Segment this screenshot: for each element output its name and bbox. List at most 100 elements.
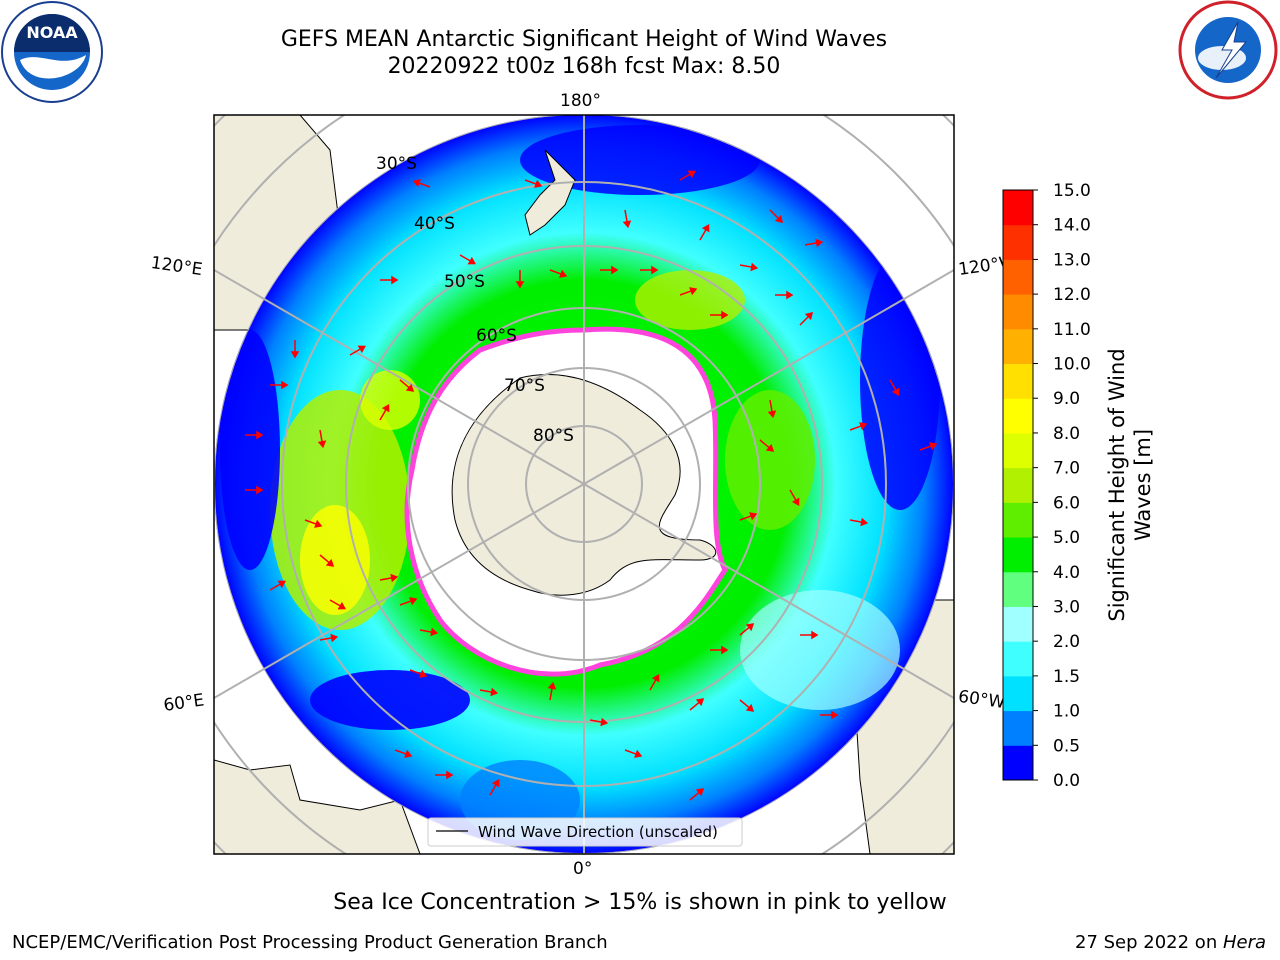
wave-arrow — [799, 311, 814, 326]
colorbar-tick-label: 8.0 — [1053, 424, 1080, 444]
wave-arrow — [515, 270, 525, 289]
wave-arrow — [547, 681, 557, 701]
wave-arrow — [767, 399, 777, 419]
colorbar-tick-label: 11.0 — [1053, 320, 1091, 340]
noaa-logo-text: NOAA — [26, 23, 78, 42]
colorbar-tick-label: 9.0 — [1053, 389, 1080, 409]
wave-arrow — [409, 669, 428, 678]
lon-label-top: 180° — [560, 91, 601, 111]
wave-arrow — [399, 597, 418, 606]
noaa-logo: NOAA — [1, 1, 103, 103]
wave-arrow — [600, 265, 619, 275]
map-title: GEFS MEAN Antarctic Significant Height o… — [280, 27, 888, 52]
wave-arrow — [319, 633, 339, 643]
colorbar-swatch — [1003, 606, 1033, 642]
wave-arrow — [775, 290, 794, 300]
colorbar-swatch — [1003, 537, 1033, 573]
wave-arrow — [679, 287, 698, 296]
colorbar-swatch — [1003, 571, 1033, 607]
colorbar-swatch — [1003, 190, 1033, 226]
colorbar-tick-label: 1.0 — [1053, 702, 1080, 722]
wave-arrow — [380, 275, 399, 285]
lon-label-lower-left: 60°E — [162, 690, 205, 715]
wave-arrow — [319, 554, 335, 567]
wave-arrow — [399, 379, 415, 392]
footer-date: 27 Sep 2022 on Hera — [1075, 932, 1266, 953]
wave-arrow — [710, 645, 729, 655]
wave-arrow — [739, 623, 755, 636]
latitude-labels: 30°S 40°S 50°S 60°S 70°S 80°S — [376, 154, 574, 446]
lon-label-upper-left: 120°E — [150, 253, 204, 280]
legend-label: Wind Wave Direction (unscaled) — [478, 823, 718, 841]
wave-arrow — [589, 717, 609, 727]
sea-ice-caption: Sea Ice Concentration > 15% is shown in … — [333, 890, 947, 915]
wave-arrow — [689, 698, 705, 711]
wave-arrow — [379, 404, 390, 421]
wave-arrow — [245, 485, 264, 495]
wave-arrow — [489, 779, 500, 796]
colorbar-tick-label: 14.0 — [1053, 216, 1091, 236]
wave-arrow — [549, 269, 568, 278]
map-panel: Wind Wave Direction (unscaled) 30°S 40°S… — [214, 115, 954, 854]
colorbar-swatch — [1003, 432, 1033, 469]
wave-arrow — [412, 179, 431, 188]
colorbar-tick-label: 7.0 — [1053, 459, 1080, 479]
wind-wave-arrows — [245, 170, 938, 801]
wave-arrow — [889, 379, 900, 396]
wave-arrow — [379, 573, 399, 583]
wave-arrow — [739, 699, 755, 712]
colorbar-swatch — [1003, 328, 1033, 365]
wave-arrow — [290, 340, 300, 359]
wave-arrow — [820, 710, 839, 720]
wave-arrow — [624, 749, 643, 758]
footer-date-text: 27 Sep 2022 on — [1075, 932, 1223, 953]
wave-arrow — [270, 380, 289, 390]
colorbar-swatch — [1003, 259, 1033, 295]
new-zealand-land — [524, 149, 576, 236]
colorbar-border — [1002, 189, 1034, 781]
colorbar-swatch — [1003, 710, 1033, 746]
colorbar-tick-label: 15.0 — [1053, 181, 1091, 201]
colorbar-tick-label: 0.5 — [1053, 736, 1080, 756]
colorbar-tick-label: 4.0 — [1053, 563, 1080, 583]
wave-arrow — [919, 442, 938, 451]
wave-arrow — [679, 170, 696, 181]
colorbar-label-line2: Waves [m] — [1131, 429, 1155, 541]
wave-arrow — [317, 429, 327, 449]
wave-arrow — [419, 627, 439, 637]
wave-arrow — [804, 238, 824, 248]
lat-label: 40°S — [414, 214, 455, 234]
lon-label-bottom: 0° — [573, 859, 592, 879]
footer-host: Hera — [1222, 932, 1266, 953]
wave-arrow — [739, 262, 759, 272]
wave-arrow — [640, 265, 659, 275]
footer-credit: NCEP/EMC/Verification Post Processing Pr… — [12, 932, 608, 953]
map-frame — [213, 114, 955, 855]
colorbar-tick-label: 12.0 — [1053, 285, 1091, 305]
map-subtitle: 20220922 t00z 168h fcst Max: 8.50 — [387, 54, 781, 79]
lat-label: 50°S — [444, 272, 485, 292]
lat-label: 80°S — [533, 426, 574, 446]
colorbar: 0.0 0.5 1.0 1.5 2.0 3.0 4.0 5.0 6.0 7.0 8.0 9.0 10.0… — [1002, 181, 1091, 791]
wave-arrow — [789, 489, 800, 506]
colorbar-swatch — [1003, 467, 1033, 503]
wave-arrow — [649, 674, 660, 691]
lat-label: 70°S — [504, 376, 545, 396]
lat-label: 30°S — [376, 154, 417, 174]
wave-arrow — [699, 224, 710, 241]
colorbar-swatch — [1003, 745, 1033, 781]
wave-arrow — [849, 517, 869, 527]
wave-arrow — [304, 519, 323, 528]
wave-arrow — [394, 749, 413, 758]
wave-arrow — [769, 209, 784, 224]
graticule — [214, 115, 954, 854]
wave-arrow — [329, 599, 346, 610]
colorbar-swatch — [1003, 224, 1033, 260]
nws-logo — [1178, 0, 1278, 100]
colorbar-tick-label: 5.0 — [1053, 528, 1080, 548]
colorbar-swatch — [1003, 641, 1033, 677]
wave-arrow — [689, 788, 705, 801]
wave-arrow — [435, 770, 454, 780]
colorbar-swatch — [1003, 294, 1033, 330]
